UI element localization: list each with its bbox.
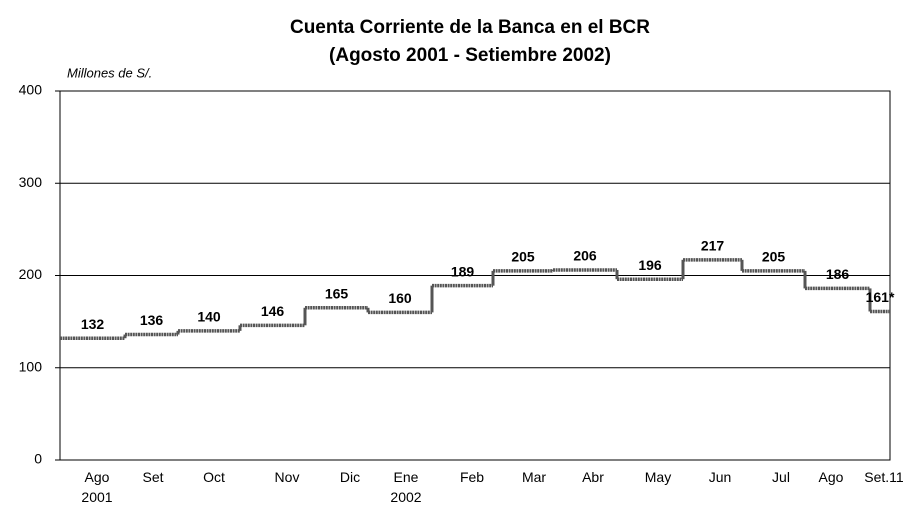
x-tick-label: Abr: [582, 469, 604, 485]
y-tick-label: 300: [19, 174, 43, 190]
chart-subtitle: (Agosto 2001 - Setiembre 2002): [329, 45, 611, 66]
x-tick-label: Dic: [340, 469, 360, 485]
chart-title: Cuenta Corriente de la Banca en el BCR: [290, 17, 650, 38]
value-label: 161*: [866, 289, 895, 305]
value-label: 132: [81, 316, 105, 332]
value-label: 146: [261, 303, 285, 319]
x-tick-label: Set.11: [864, 469, 904, 485]
value-label: 205: [511, 249, 535, 265]
x-tick-label: Mar: [522, 469, 546, 485]
x-tick-label: Jul: [772, 469, 790, 485]
x-tick-label: Feb: [460, 469, 484, 485]
y-tick-label: 400: [19, 82, 43, 98]
value-label: 136: [140, 312, 164, 328]
y-axis-label: Millones de S/.: [67, 65, 152, 80]
x-tick-label: Nov: [275, 469, 300, 485]
value-label: 206: [573, 248, 597, 264]
value-label: 205: [762, 249, 786, 265]
value-label: 196: [638, 257, 662, 273]
x-tick-label: Set: [142, 469, 163, 485]
x-tick-label: May: [645, 469, 671, 485]
x-tick-label: Jun: [709, 469, 732, 485]
value-label: 140: [197, 309, 221, 325]
x-tick-label: Ene 2002: [390, 469, 421, 505]
y-tick-label: 100: [19, 358, 43, 374]
x-tick-label: Ago 2001: [81, 469, 112, 505]
value-label: 160: [388, 290, 412, 306]
value-label: 217: [701, 238, 725, 254]
y-tick-label: 200: [19, 266, 43, 282]
value-label: 165: [325, 285, 349, 301]
value-label: 189: [451, 263, 475, 279]
x-tick-label: Oct: [203, 469, 225, 485]
y-tick-label: 0: [34, 451, 42, 467]
value-label: 186: [826, 266, 850, 282]
x-tick-label: Ago: [819, 469, 844, 485]
